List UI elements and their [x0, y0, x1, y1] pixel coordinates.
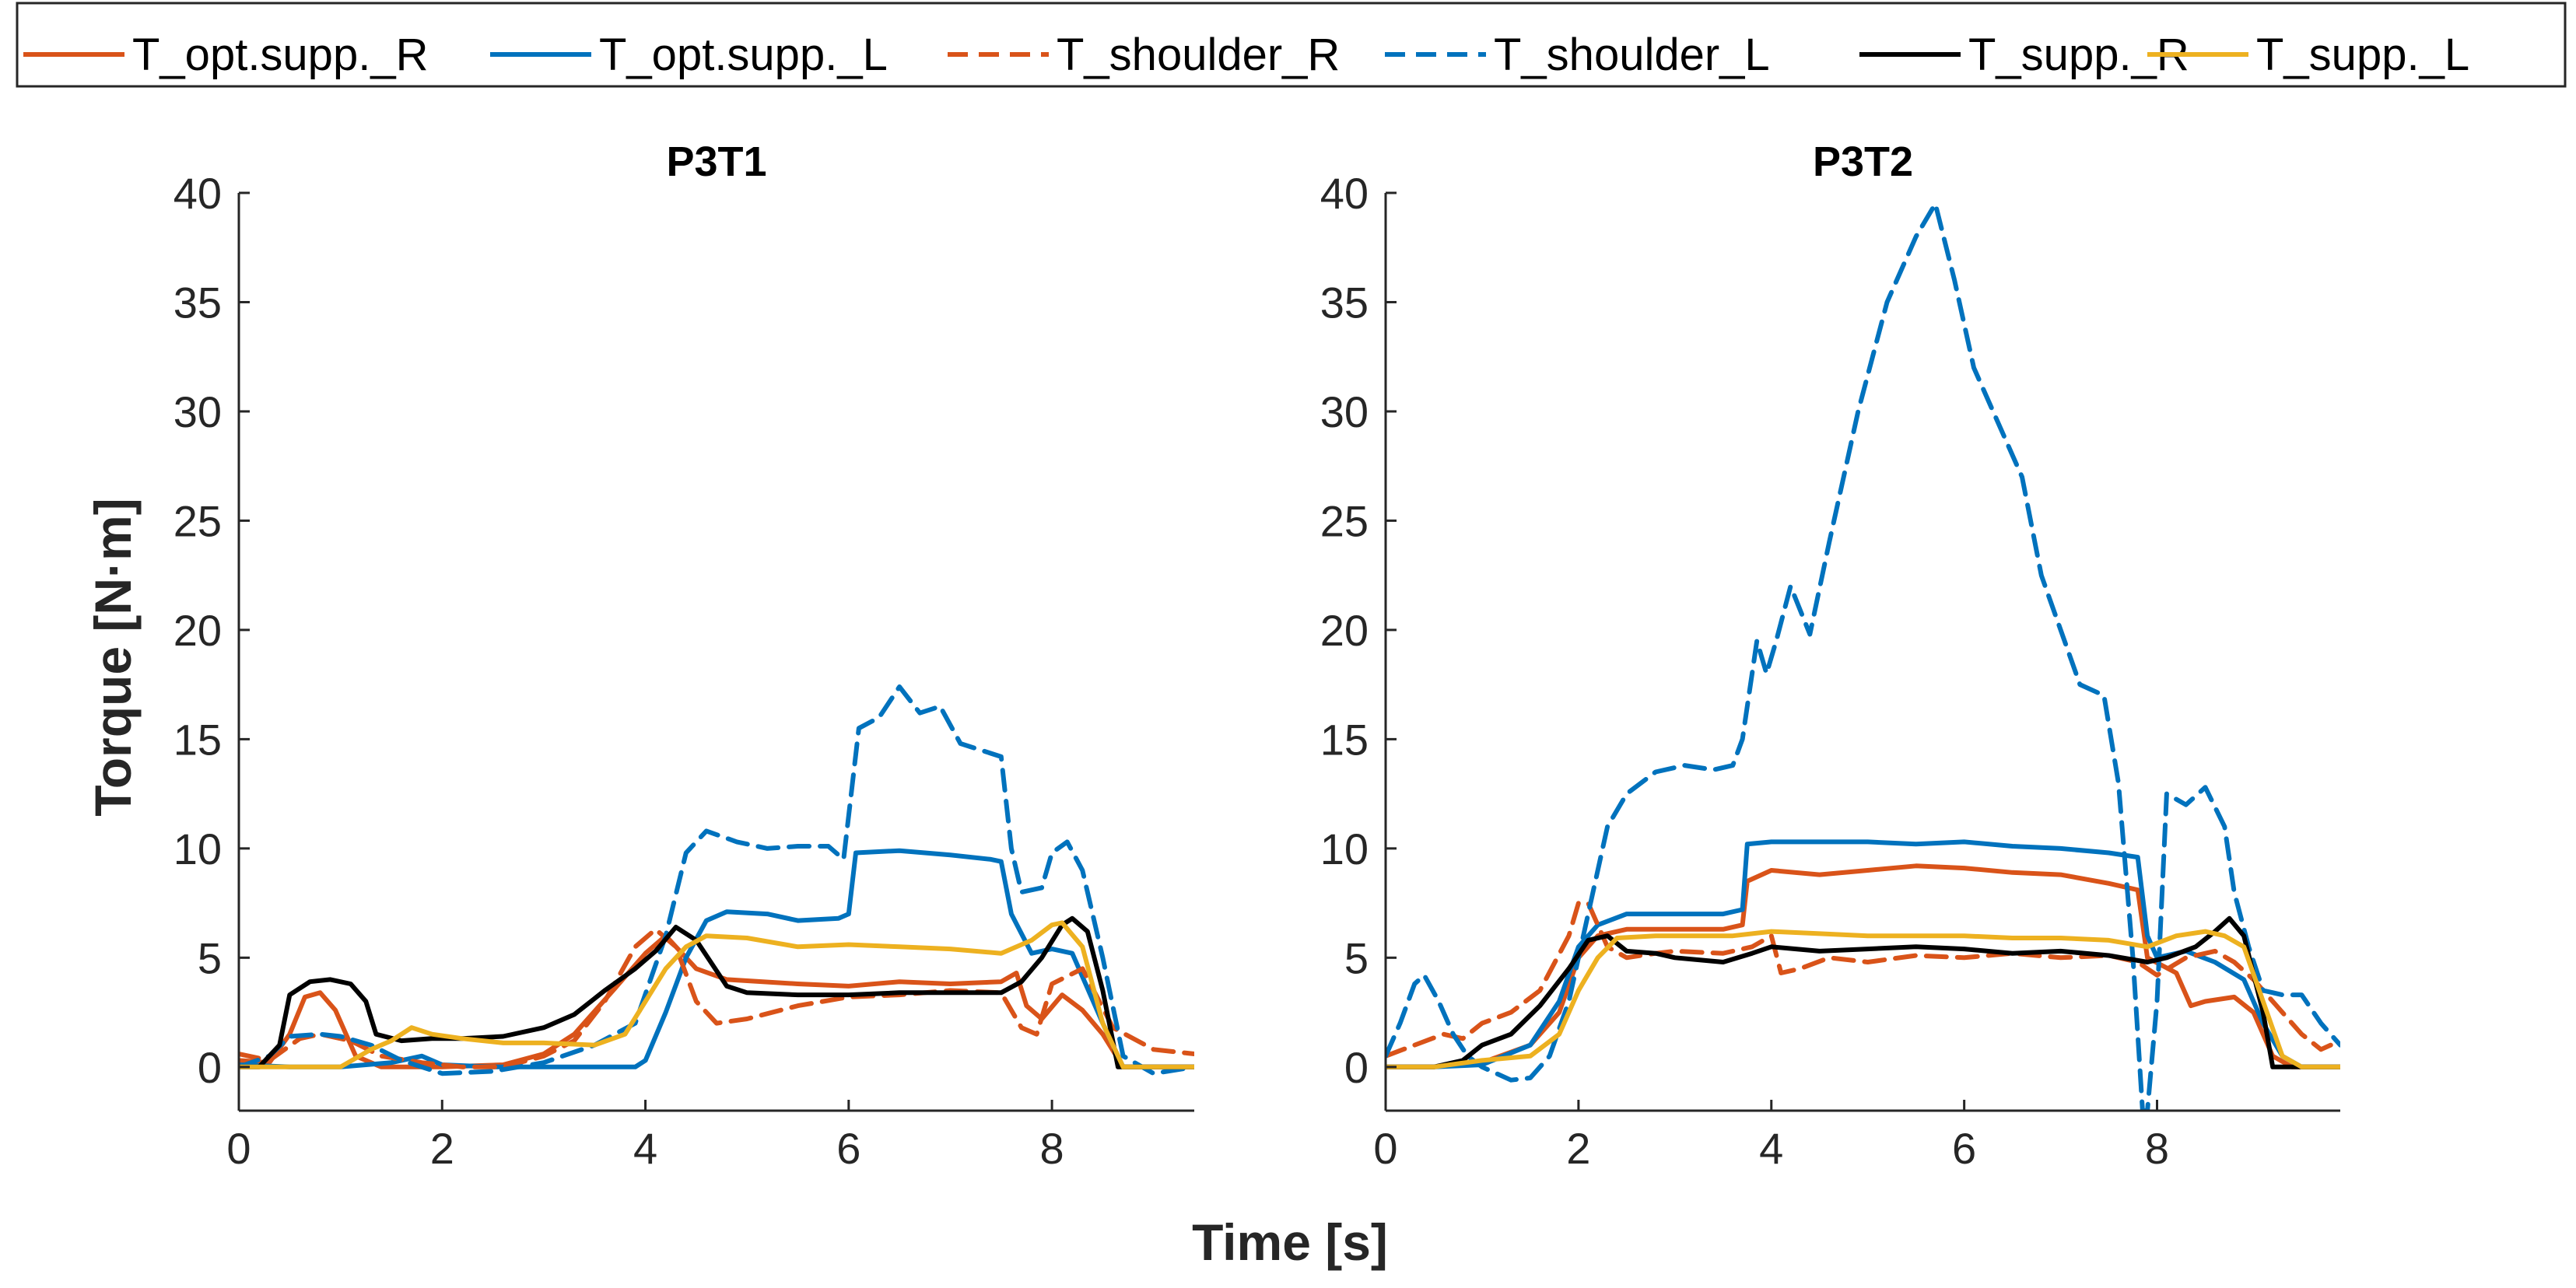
legend-box — [16, 2, 2567, 88]
y-tick-label: 15 — [1320, 715, 1369, 764]
y-tick-label: 30 — [173, 387, 222, 436]
y-tick-label: 5 — [1344, 933, 1369, 982]
panel-title: P3T1 — [666, 138, 766, 185]
y-tick-label: 20 — [1320, 606, 1369, 655]
y-tick-label: 15 — [173, 715, 222, 764]
y-axis-label: Torque [N·m] — [84, 498, 142, 816]
x-tick-label: 8 — [1040, 1124, 1064, 1173]
panel-p3t1: P3T1 0 5 10 15 20 25 30 35 40 0 2 4 6 8 — [173, 138, 1194, 1173]
y-tick-label: 0 — [198, 1043, 222, 1092]
y-tick-label: 35 — [173, 278, 222, 327]
y-tick-label: 10 — [173, 824, 222, 873]
y-tick-label: 0 — [1344, 1043, 1369, 1092]
y-tick-label: 5 — [198, 933, 222, 982]
y-tick-label: 20 — [173, 606, 222, 655]
series-line-T_opt.supp._R — [1386, 863, 2340, 1069]
y-tick-label: 10 — [1320, 824, 1369, 873]
series-line-T_shoulder_R — [239, 926, 1194, 1069]
y-tick-label: 35 — [1320, 278, 1369, 327]
series-line-T_opt.supp._R — [239, 933, 1194, 1069]
x-tick-label: 0 — [1373, 1124, 1397, 1173]
series-group — [239, 684, 1194, 1076]
series-group — [1386, 201, 2340, 1111]
x-tick-label: 6 — [1952, 1124, 1976, 1173]
x-tick-label: 0 — [226, 1124, 251, 1173]
y-tick-label: 30 — [1320, 387, 1369, 436]
x-tick-label: 2 — [430, 1124, 454, 1173]
x-tick-label: 6 — [836, 1124, 860, 1173]
legend-label: T_shoulder_L — [1494, 30, 1770, 80]
legend-label: T_supp._L — [2256, 30, 2469, 80]
x-tick-label: 4 — [633, 1124, 657, 1173]
legend-label: T_opt.supp._R — [132, 30, 428, 80]
series-line-T_supp._L — [239, 920, 1194, 1069]
legend: T_opt.supp._R T_opt.supp._L T_shoulder_R T_… — [16, 2, 2567, 88]
x-tick-label: 8 — [2145, 1124, 2169, 1173]
legend-label: T_shoulder_R — [1057, 30, 1340, 80]
series-line-T_shoulder_L — [1386, 201, 2340, 1111]
x-tick-label: 2 — [1566, 1124, 1590, 1173]
y-tick-label: 40 — [1320, 169, 1369, 218]
series-line-T_supp._R — [1386, 915, 2340, 1069]
x-axis-label: Time [s] — [1192, 1213, 1388, 1271]
series-line-T_supp._L — [1386, 929, 2340, 1069]
legend-label: T_opt.supp._L — [599, 30, 888, 80]
panel-title: P3T2 — [1813, 138, 1913, 185]
panel-p3t2: P3T2 0 5 10 15 20 25 30 35 40 0 2 4 6 8 — [1320, 138, 2340, 1173]
y-tick-label: 40 — [173, 169, 222, 218]
x-tick-label: 4 — [1759, 1124, 1783, 1173]
y-tick-label: 25 — [173, 496, 222, 545]
y-tick-label: 25 — [1320, 496, 1369, 545]
series-line-T_shoulder_L — [239, 684, 1194, 1076]
series-line-T_shoulder_R — [1386, 901, 2340, 1059]
